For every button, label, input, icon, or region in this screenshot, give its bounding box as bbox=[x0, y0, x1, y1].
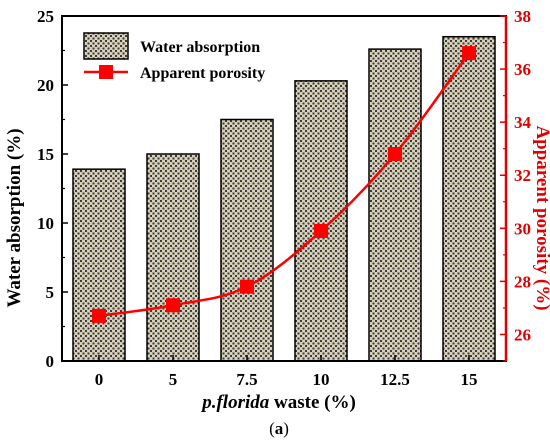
legend-square-marker bbox=[99, 65, 113, 79]
porosity-point-5 bbox=[166, 298, 180, 313]
right-tick-label: 36 bbox=[514, 60, 531, 79]
right-axis-ticks: 26 28 30 32 34 36 38 bbox=[500, 7, 532, 362]
x-axis-title-rest: waste (%) bbox=[269, 392, 356, 413]
x-tick-label: 15 bbox=[461, 370, 478, 389]
x-tick-label: 10 bbox=[313, 370, 330, 389]
x-tick-label: 5 bbox=[169, 370, 178, 389]
x-axis-title-italic: p.florida bbox=[200, 392, 270, 413]
porosity-point-10 bbox=[314, 223, 328, 238]
caption-close: ) bbox=[283, 419, 289, 438]
caption-letter: a bbox=[275, 419, 284, 438]
figure-caption: (a) bbox=[269, 419, 289, 438]
porosity-point-12.5 bbox=[388, 147, 402, 161]
legend-bar-swatch bbox=[83, 32, 129, 60]
porosity-point-0 bbox=[92, 308, 106, 323]
right-tick-label: 30 bbox=[514, 219, 531, 238]
porosity-line-group bbox=[92, 46, 476, 323]
y2-axis-title: Apparent porosity (%) bbox=[532, 125, 550, 310]
left-tick-label: 25 bbox=[37, 7, 54, 26]
left-tick-label: 20 bbox=[37, 76, 54, 95]
right-tick-label: 34 bbox=[514, 113, 532, 132]
legend-label-apparent-porosity: Apparent porosity bbox=[140, 65, 265, 82]
porosity-point-15 bbox=[462, 46, 476, 61]
bar-7.5 bbox=[220, 118, 274, 362]
plot-frame bbox=[61, 15, 507, 362]
legend-label-water-absorption: Water absorption bbox=[140, 39, 260, 56]
left-tick-label: 15 bbox=[37, 145, 54, 164]
y-axis-title: Water absorption (%) bbox=[4, 128, 25, 307]
left-axis-ticks: 0 5 10 15 20 25 bbox=[37, 7, 68, 371]
left-tick-label: 0 bbox=[46, 352, 55, 371]
bar-5 bbox=[146, 153, 200, 362]
x-tick-label: 12.5 bbox=[380, 370, 410, 389]
bar-15 bbox=[442, 35, 496, 362]
legend: Water absorption Apparent porosity bbox=[83, 32, 265, 82]
right-tick-label: 26 bbox=[514, 325, 531, 344]
caption-open: ( bbox=[269, 419, 275, 438]
right-tick-label: 32 bbox=[514, 166, 531, 185]
bar-0 bbox=[72, 168, 126, 362]
right-tick-label: 38 bbox=[514, 7, 531, 26]
bars-group bbox=[72, 35, 496, 362]
right-tick-label: 28 bbox=[514, 272, 531, 291]
x-axis-ticks: 0 5 7.5 10 12.5 15 bbox=[95, 355, 478, 389]
bar-10 bbox=[294, 80, 348, 362]
x-axis-title: p.florida waste (%) bbox=[200, 392, 356, 413]
porosity-point-7.5 bbox=[240, 279, 254, 294]
left-tick-label: 5 bbox=[46, 283, 55, 302]
left-tick-label: 10 bbox=[37, 214, 54, 233]
x-tick-label: 7.5 bbox=[236, 370, 257, 389]
bar-12.5 bbox=[368, 48, 422, 362]
x-tick-label: 0 bbox=[95, 370, 104, 389]
